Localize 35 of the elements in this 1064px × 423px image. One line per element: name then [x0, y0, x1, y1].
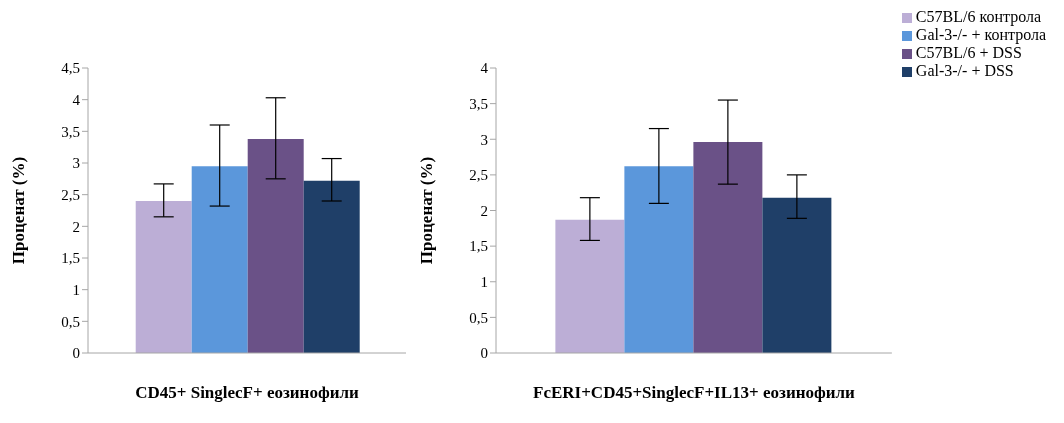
y-tick-label: 1: [72, 281, 80, 298]
y-tick-label: 2: [480, 202, 488, 219]
x-axis-title: CD45+ SinglecF+ еозинофили: [135, 383, 360, 402]
y-tick-label: 0,5: [469, 309, 488, 326]
bar: [762, 197, 832, 353]
y-tick-label: 0: [480, 345, 488, 362]
y-tick-label: 2,5: [469, 167, 488, 184]
y-tick-label: 0,5: [61, 313, 80, 330]
y-tick-label: 1,5: [61, 250, 80, 267]
legend-label: C57BL/6 контрола: [915, 8, 1042, 25]
bar: [247, 138, 304, 353]
bar: [135, 201, 192, 353]
y-tick-label: 3,5: [61, 123, 80, 140]
y-tick-label: 3: [480, 131, 488, 148]
y-tick-label: 4: [480, 60, 489, 77]
y-tick-label: 4,5: [61, 60, 80, 77]
bar: [555, 219, 625, 353]
legend-label: Gal-3-/- + DSS: [915, 62, 1014, 79]
bar: [624, 166, 694, 353]
y-tick-label: 1,5: [469, 238, 488, 255]
y-tick-label: 2,5: [61, 186, 80, 203]
bar: [303, 180, 360, 353]
y-tick-label: 2: [72, 218, 80, 235]
y-tick-label: 4: [72, 91, 81, 108]
legend-label: C57BL/6 + DSS: [915, 44, 1022, 61]
y-tick-label: 1: [480, 274, 488, 291]
bar: [693, 142, 763, 353]
y-axis-title: Проценат (%): [417, 156, 437, 265]
bar: [191, 166, 248, 353]
y-axis-title: Проценат (%): [9, 156, 29, 265]
y-tick-label: 3: [72, 155, 80, 172]
y-tick-label: 0: [72, 345, 80, 362]
legend-label: Gal-3-/- + контрола: [915, 26, 1046, 43]
x-axis-title: FcERI+CD45+SinglecF+IL13+ еозинофили: [533, 383, 856, 402]
y-tick-label: 3,5: [469, 95, 488, 112]
